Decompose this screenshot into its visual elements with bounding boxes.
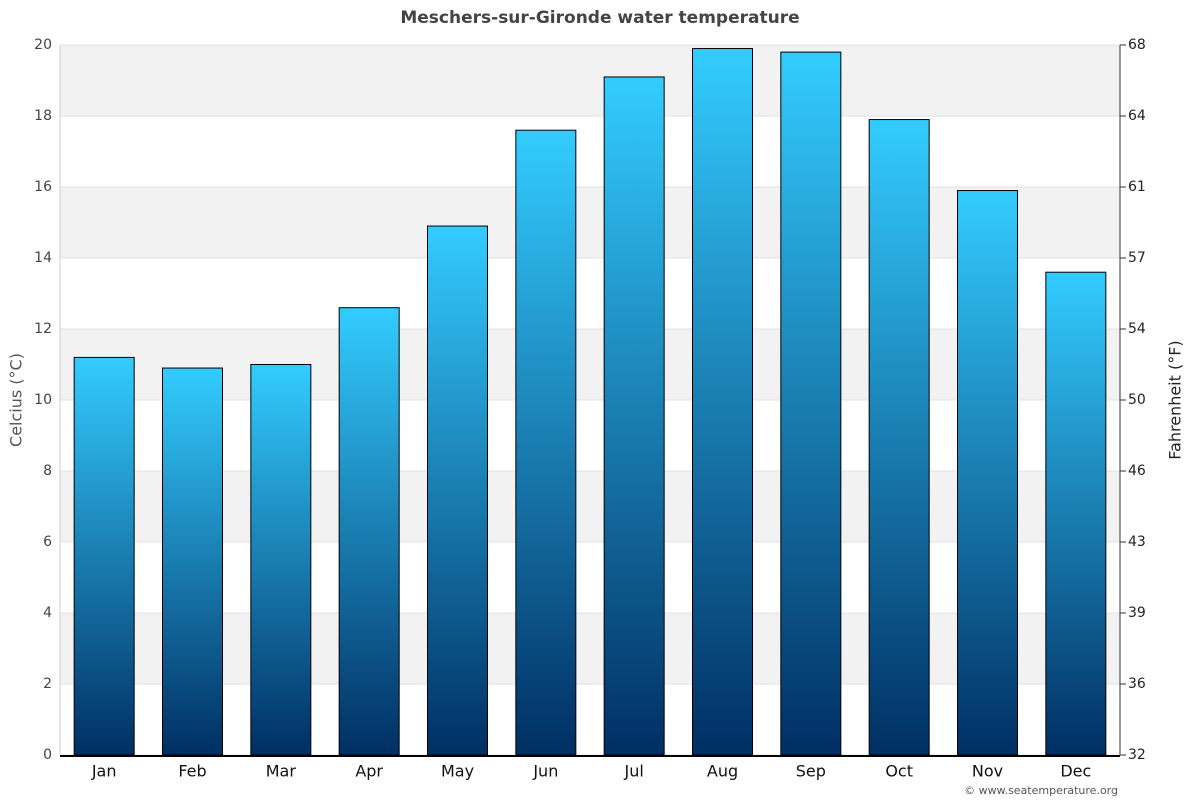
x-tick-label: Nov (972, 762, 1003, 781)
bar (780, 51, 842, 756)
x-tick-label: Feb (178, 762, 206, 781)
bar (73, 356, 135, 756)
chart-title: Meschers-sur-Gironde water temperature (400, 8, 799, 28)
y-tick-label: 6 (43, 534, 52, 550)
y2-axis-label: Fahrenheit (°F) (1166, 340, 1185, 459)
y-tick-label: 2 (43, 676, 52, 692)
y2-tick-label: 57 (1128, 250, 1146, 266)
y2-tick-label: 36 (1128, 676, 1146, 692)
grid-band (60, 329, 1120, 400)
y-tick-label: 10 (34, 392, 52, 408)
x-tick-label: Jul (624, 762, 644, 781)
bar (427, 225, 488, 756)
bar (250, 364, 312, 756)
grid-band (60, 187, 1120, 258)
bar (692, 48, 753, 756)
bar (603, 76, 665, 756)
x-tick-label: Oct (885, 762, 913, 781)
y2-tick-label: 54 (1128, 321, 1146, 337)
y-tick-label: 18 (34, 108, 52, 124)
bar (1045, 271, 1107, 756)
x-tick-label: Sep (796, 762, 826, 781)
bar (515, 129, 577, 756)
y-tick-label: 8 (43, 463, 52, 479)
y2-tick-label: 61 (1128, 179, 1146, 195)
y2-tick-label: 64 (1128, 108, 1146, 124)
y2-tick-label: 50 (1128, 392, 1146, 408)
y-axis-label: Celcius (°C) (7, 353, 26, 447)
credit: © www.seatemperature.org (964, 784, 1118, 797)
y2-tick-label: 68 (1128, 37, 1146, 53)
grid-band (60, 45, 1120, 116)
x-tick-label: Dec (1060, 762, 1091, 781)
y2-tick-label: 32 (1128, 747, 1146, 763)
bar (957, 190, 1018, 756)
grid-band (60, 613, 1120, 684)
bar (162, 367, 223, 756)
x-tick-label: Apr (355, 762, 383, 781)
y-tick-label: 12 (34, 321, 52, 337)
y-tick-label: 14 (34, 250, 52, 266)
y-tick-label: 16 (34, 179, 52, 195)
y-tick-label: 0 (43, 747, 52, 763)
y2-tick-label: 43 (1128, 534, 1146, 550)
x-tick-label: May (441, 762, 474, 781)
bar (868, 119, 930, 756)
bar (338, 307, 400, 756)
y-tick-label: 4 (43, 605, 52, 621)
y2-tick-label: 46 (1128, 463, 1146, 479)
y-tick-label: 20 (34, 37, 52, 53)
x-tick-label: Jun (532, 762, 558, 781)
x-tick-label: Aug (707, 762, 738, 781)
grid-band (60, 471, 1120, 542)
x-tick-label: Jan (91, 762, 117, 781)
y2-tick-label: 39 (1128, 605, 1146, 621)
x-tick-label: Mar (266, 762, 297, 781)
